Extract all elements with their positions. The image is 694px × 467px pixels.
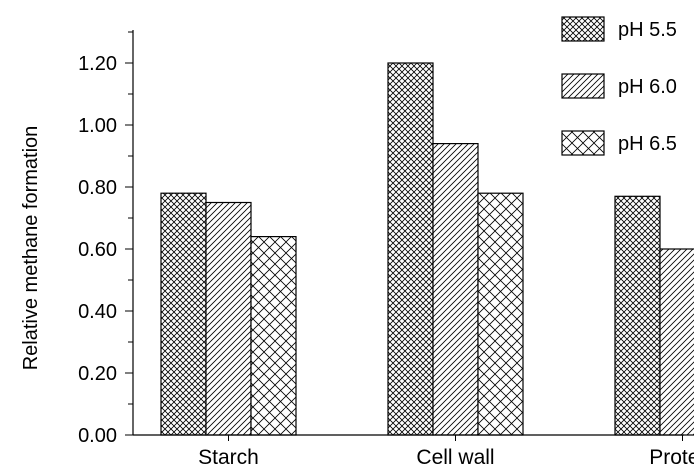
legend-swatch: [561, 73, 605, 99]
bar-protein-ph-5-5: [614, 195, 661, 436]
y-tick-label: 0.40: [78, 301, 117, 323]
legend-label: pH 5.5: [618, 19, 677, 41]
y-axis-label: Relative methane formation: [20, 126, 42, 371]
legend-label: pH 6.0: [618, 76, 677, 98]
bar-starch-ph-6-5: [250, 236, 297, 436]
y-ticks: 0.00 0.20 0.40 0.60 0.80 1.00 1.20: [78, 31, 133, 447]
legend: pH 5.5 pH 6.0 pH 6.5: [561, 16, 677, 156]
y-tick-label: 0.20: [78, 363, 117, 385]
bars-group: [160, 62, 694, 436]
legend-swatch: [561, 16, 605, 42]
x-ticks: Starch Cell wall Protein: [198, 435, 694, 467]
y-tick-label: 0.80: [78, 177, 117, 199]
bar-starch-ph-5-5: [160, 192, 207, 436]
bar-cell-wall-ph-6-0: [432, 143, 479, 436]
bar-cell-wall-ph-6-5: [477, 192, 524, 436]
x-tick-label: Cell wall: [416, 446, 494, 467]
x-tick-label: Starch: [198, 446, 259, 467]
y-tick-label: 1.00: [78, 115, 117, 137]
x-tick-label: Protein: [649, 446, 694, 467]
bar-protein-ph-6-0: [659, 248, 694, 436]
legend-swatch: [561, 130, 605, 156]
bar-cell-wall-ph-5-5: [387, 62, 434, 436]
y-tick-label: 0.60: [78, 239, 117, 261]
y-tick-label: 1.20: [78, 53, 117, 75]
legend-label: pH 6.5: [618, 133, 677, 155]
bar-starch-ph-6-0: [205, 201, 252, 436]
y-tick-label: 0.00: [78, 425, 117, 447]
